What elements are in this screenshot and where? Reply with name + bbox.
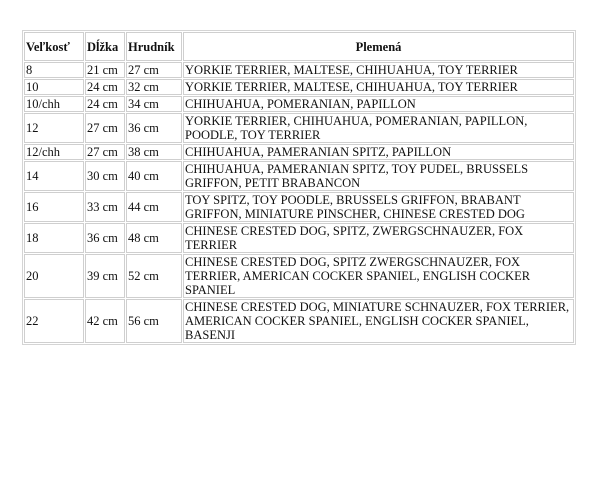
header-length: Dĺžka — [85, 32, 125, 61]
length-cell: 30 cm — [85, 161, 125, 191]
table-row: 16 33 cm 44 cm TOY SPITZ, TOY POODLE, BRUSS… — [24, 192, 574, 222]
chest-cell: 32 cm — [126, 79, 182, 95]
table-row: 14 30 cm 40 cm CHIHUAHUA, PAMERANIAN SPITZ,… — [24, 161, 574, 191]
breeds-cell: YORKIE TERRIER, MALTESE, CHIHUAHUA, TOY … — [183, 79, 574, 95]
breeds-cell: CHINESE CRESTED DOG, MINIATURE SCHNAUZER… — [183, 299, 574, 343]
table-row: 20 39 cm 52 cm CHINESE CRESTED DOG, SPITZ Z… — [24, 254, 574, 298]
size-cell: 12/chh — [24, 144, 84, 160]
breeds-cell: CHINESE CRESTED DOG, SPITZ, ZWERGSCHNAUZ… — [183, 223, 574, 253]
size-cell: 10/chh — [24, 96, 84, 112]
breeds-cell: CHIHUAHUA, POMERANIAN, PAPILLON — [183, 96, 574, 112]
breeds-cell: CHINESE CRESTED DOG, SPITZ ZWERGSCHNAUZE… — [183, 254, 574, 298]
size-cell: 10 — [24, 79, 84, 95]
size-cell: 20 — [24, 254, 84, 298]
header-row: Veľkosť Dĺžka Hrudník Plemená — [24, 32, 574, 61]
table-row: 12 27 cm 36 cm YORKIE TERRIER, CHIHUAHUA, P… — [24, 113, 574, 143]
chest-cell: 56 cm — [126, 299, 182, 343]
chest-cell: 52 cm — [126, 254, 182, 298]
length-cell: 24 cm — [85, 96, 125, 112]
chest-cell: 36 cm — [126, 113, 182, 143]
length-cell: 36 cm — [85, 223, 125, 253]
breeds-cell: TOY SPITZ, TOY POODLE, BRUSSELS GRIFFON,… — [183, 192, 574, 222]
table-row: 18 36 cm 48 cm CHINESE CRESTED DOG, SPITZ, … — [24, 223, 574, 253]
table-row: 12/chh 27 cm 38 cm CHIHUAHUA, PAMERANIAN SP… — [24, 144, 574, 160]
length-cell: 33 cm — [85, 192, 125, 222]
table-row: 10 24 cm 32 cm YORKIE TERRIER, MALTESE, CHI… — [24, 79, 574, 95]
table-row: 8 21 cm 27 cm YORKIE TERRIER, MALTESE, CHIH… — [24, 62, 574, 78]
breeds-cell: YORKIE TERRIER, CHIHUAHUA, POMERANIAN, P… — [183, 113, 574, 143]
header-breeds: Plemená — [183, 32, 574, 61]
length-cell: 27 cm — [85, 113, 125, 143]
chest-cell: 40 cm — [126, 161, 182, 191]
chest-cell: 34 cm — [126, 96, 182, 112]
chest-cell: 27 cm — [126, 62, 182, 78]
breeds-cell: YORKIE TERRIER, MALTESE, CHIHUAHUA, TOY … — [183, 62, 574, 78]
size-cell: 16 — [24, 192, 84, 222]
length-cell: 42 cm — [85, 299, 125, 343]
length-cell: 21 cm — [85, 62, 125, 78]
chest-cell: 48 cm — [126, 223, 182, 253]
length-cell: 24 cm — [85, 79, 125, 95]
chest-cell: 44 cm — [126, 192, 182, 222]
size-cell: 18 — [24, 223, 84, 253]
table-row: 22 42 cm 56 cm CHINESE CRESTED DOG, MINIATU… — [24, 299, 574, 343]
header-chest: Hrudník — [126, 32, 182, 61]
table-row: 10/chh 24 cm 34 cm CHIHUAHUA, POMERANIAN, P… — [24, 96, 574, 112]
breeds-cell: CHIHUAHUA, PAMERANIAN SPITZ, PAPILLON — [183, 144, 574, 160]
size-cell: 14 — [24, 161, 84, 191]
breeds-cell: CHIHUAHUA, PAMERANIAN SPITZ, TOY PUDEL, … — [183, 161, 574, 191]
size-cell: 8 — [24, 62, 84, 78]
length-cell: 39 cm — [85, 254, 125, 298]
size-cell: 12 — [24, 113, 84, 143]
header-size: Veľkosť — [24, 32, 84, 61]
size-cell: 22 — [24, 299, 84, 343]
size-table: Veľkosť Dĺžka Hrudník Plemená 8 21 cm 27 c… — [22, 30, 576, 345]
length-cell: 27 cm — [85, 144, 125, 160]
chest-cell: 38 cm — [126, 144, 182, 160]
